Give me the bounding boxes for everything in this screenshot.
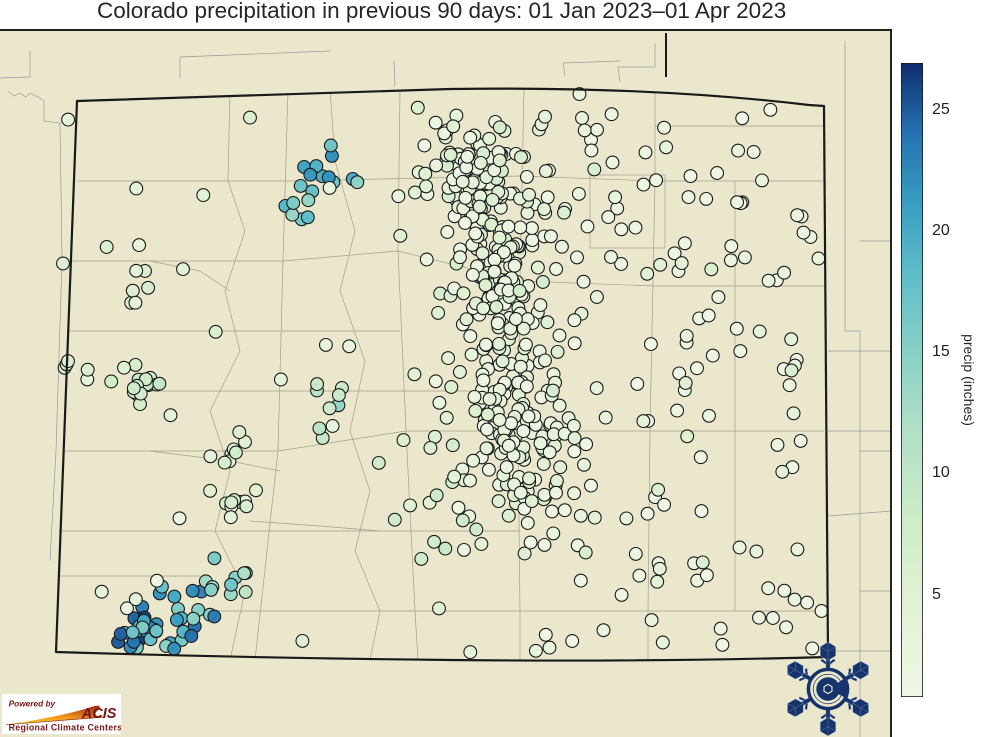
svg-text:Regional Climate Centers: Regional Climate Centers [9, 723, 121, 733]
svg-text:ACIS: ACIS [81, 706, 117, 722]
svg-text:Powered by: Powered by [9, 699, 56, 709]
